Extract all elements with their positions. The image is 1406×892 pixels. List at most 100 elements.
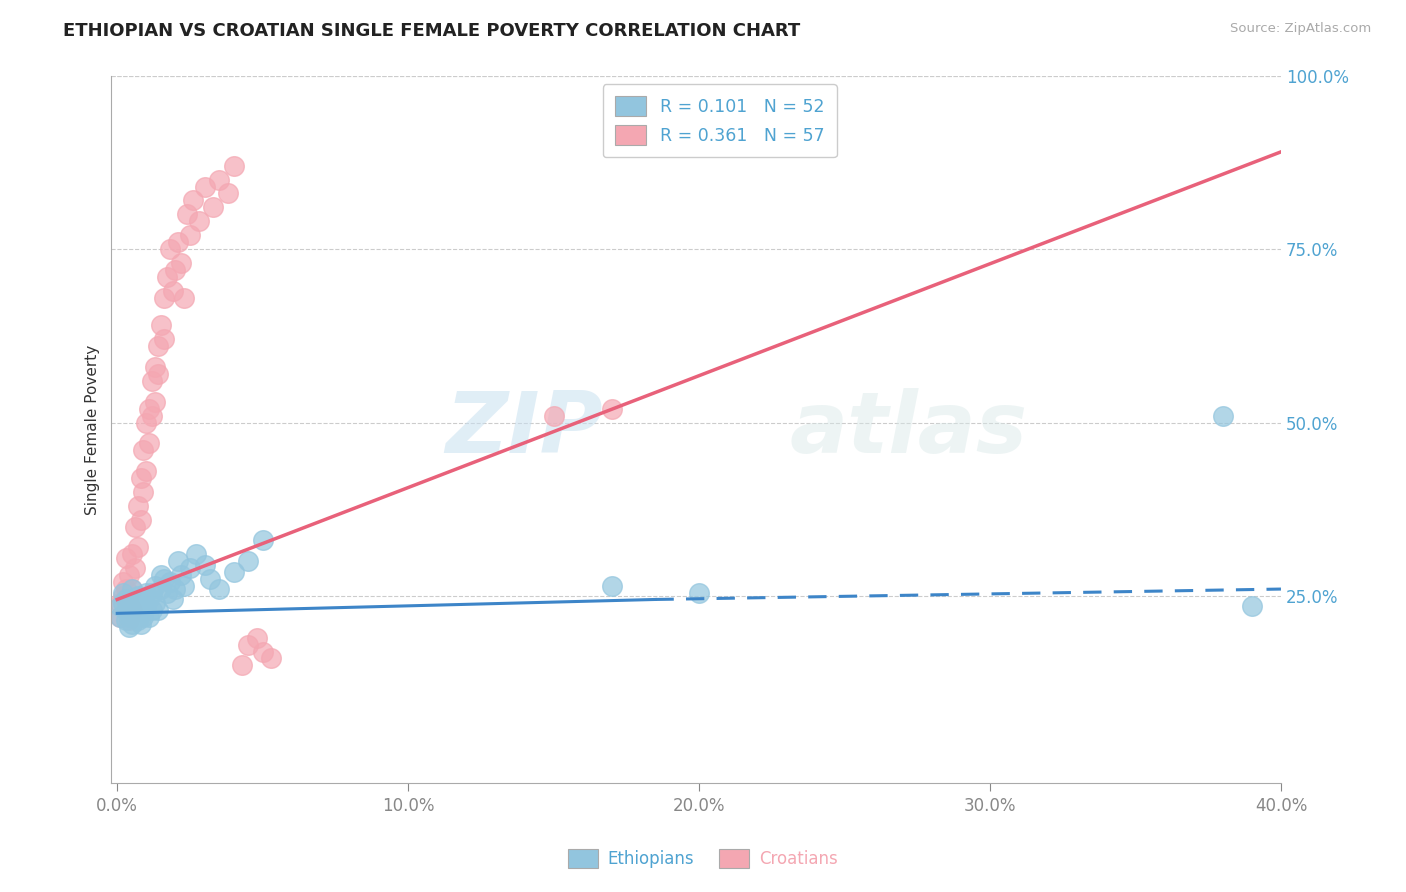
Point (115, 603, 138, 617)
Point (135, 585, 157, 599)
Point (600, 578, 623, 592)
Legend: R = 0.101   N = 52, R = 0.361   N = 57: R = 0.101 N = 52, R = 0.361 N = 57 (603, 84, 837, 157)
Point (129, 513, 152, 527)
Point (138, 401, 160, 416)
Point (688, 585, 710, 599)
Text: Source: ZipAtlas.com: Source: ZipAtlas.com (1230, 22, 1371, 36)
Point (1240, 599, 1263, 614)
Point (231, 658, 253, 673)
Point (143, 394, 166, 409)
Point (162, 592, 184, 607)
Point (132, 484, 155, 499)
Point (127, 541, 149, 555)
Point (115, 550, 138, 565)
Point (112, 585, 135, 599)
Point (129, 616, 152, 631)
Point (208, 172, 231, 186)
Text: ETHIOPIAN VS CROATIAN SINGLE FEMALE POVERTY CORRELATION CHART: ETHIOPIAN VS CROATIAN SINGLE FEMALE POVE… (63, 22, 800, 40)
Point (118, 609, 141, 624)
Point (200, 572, 222, 586)
Point (118, 613, 141, 627)
Point (202, 200, 225, 214)
Point (236, 638, 259, 652)
Point (115, 603, 138, 617)
Point (208, 582, 231, 596)
Point (146, 339, 169, 353)
Point (118, 596, 141, 610)
Point (152, 332, 174, 346)
Point (108, 596, 131, 610)
Point (132, 609, 155, 624)
Point (129, 607, 152, 621)
Point (152, 572, 174, 586)
Point (173, 578, 195, 592)
Point (124, 596, 146, 610)
Point (184, 547, 207, 561)
Point (121, 547, 143, 561)
Point (129, 471, 152, 485)
Point (146, 367, 169, 381)
Point (121, 599, 143, 614)
Point (141, 603, 163, 617)
Point (121, 582, 143, 596)
Point (108, 599, 131, 614)
Point (121, 616, 143, 631)
Point (135, 416, 157, 430)
Point (124, 561, 146, 575)
Y-axis label: Single Female Poverty: Single Female Poverty (86, 344, 100, 515)
Point (170, 568, 193, 582)
Point (124, 609, 146, 624)
Point (165, 582, 187, 596)
Point (127, 603, 149, 617)
Point (222, 159, 245, 173)
Legend: Ethiopians, Croatians: Ethiopians, Croatians (561, 842, 845, 875)
Point (193, 558, 215, 572)
Point (143, 596, 166, 610)
Point (159, 575, 181, 590)
Point (143, 578, 166, 592)
Point (179, 561, 201, 575)
Text: atlas: atlas (790, 388, 1028, 471)
Point (112, 575, 135, 590)
Point (165, 263, 187, 277)
Point (222, 565, 245, 579)
Point (252, 533, 274, 548)
Point (246, 631, 269, 645)
Point (260, 651, 283, 665)
Point (149, 582, 172, 596)
Point (141, 585, 163, 599)
Point (135, 464, 157, 478)
Point (141, 374, 163, 388)
Point (132, 596, 155, 610)
Point (149, 568, 172, 582)
Point (115, 592, 138, 607)
Point (138, 436, 160, 450)
Point (167, 235, 190, 249)
Point (236, 554, 259, 568)
Point (543, 409, 565, 423)
Point (252, 644, 274, 658)
Point (173, 291, 195, 305)
Point (600, 401, 623, 416)
Point (115, 613, 138, 627)
Point (156, 269, 179, 284)
Point (135, 599, 157, 614)
Point (179, 228, 201, 243)
Point (1212, 409, 1234, 423)
Point (127, 499, 149, 513)
Point (115, 582, 138, 596)
Point (187, 214, 209, 228)
Point (146, 603, 169, 617)
Point (108, 609, 131, 624)
Point (141, 409, 163, 423)
Point (127, 589, 149, 603)
Point (176, 207, 198, 221)
Text: ZIP: ZIP (444, 388, 603, 471)
Point (112, 596, 135, 610)
Point (138, 592, 160, 607)
Point (170, 256, 193, 270)
Point (156, 585, 179, 599)
Point (121, 603, 143, 617)
Point (193, 179, 215, 194)
Point (118, 568, 141, 582)
